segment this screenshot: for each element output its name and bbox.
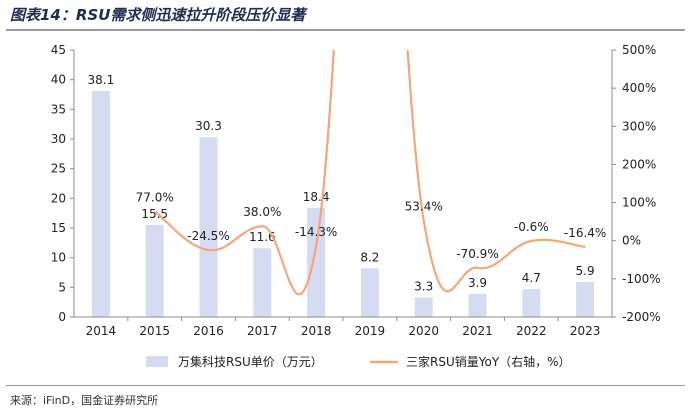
bar-2018 [307, 207, 326, 317]
bars-layer [91, 90, 595, 317]
yoy-line [154, 50, 586, 296]
y-left-tick-label-35: 35 [51, 102, 66, 116]
source-note: 来源：iFinD，国金证券研究所 [10, 394, 159, 407]
x-tick-label-2019: 2019 [355, 324, 386, 338]
y-right-tick-label-100%: 100% [622, 196, 656, 210]
x-tick-label-2020: 2020 [408, 324, 439, 338]
y-right-tick-label-500%: 500% [622, 43, 656, 57]
line-labels-layer: 77.0% -24.5% 38.0% -14.3% 53.4% -70.9% -0.6% -1… [136, 190, 607, 260]
y-left-tick-label-15: 15 [51, 221, 66, 235]
bar-2016 [199, 137, 218, 317]
y-right-tick-label-400%: 400% [622, 81, 656, 95]
line-label-2021: -70.9% [456, 247, 498, 261]
line-layer [154, 50, 586, 296]
y-left-tick-label-40: 40 [51, 73, 66, 87]
y-right-tick-label--100%: -100% [622, 272, 661, 286]
y-left-tick-label-20: 20 [51, 191, 66, 205]
bar-2017 [253, 248, 272, 317]
legend-swatch-bar [146, 356, 168, 367]
line-label-2016: -24.5% [187, 229, 229, 243]
legend: 万集科技RSU单价（万元） 三家RSU销量YoY（右轴，%） [146, 354, 571, 369]
x-tick-label-2018: 2018 [301, 324, 332, 338]
x-tick-label-2022: 2022 [516, 324, 547, 338]
bar-2019 [360, 268, 379, 317]
chart-title: 图表14：RSU需求侧迅速拉升阶段压价显著 [10, 6, 306, 24]
bar-label-2017: 11.6 [249, 230, 276, 244]
x-tick-label-2014: 2014 [86, 324, 117, 338]
bar-2014 [91, 90, 110, 317]
bar-2022 [522, 289, 541, 317]
y-right-tick-label--200%: -200% [622, 310, 661, 324]
y-right-tick-label-200%: 200% [622, 157, 656, 171]
y-left-tick-label-25: 25 [51, 162, 66, 176]
bar-label-2020: 3.3 [414, 279, 433, 293]
y-right-tick-label-0%: 0% [622, 234, 641, 248]
y-left-tick-label-10: 10 [51, 251, 66, 265]
bar-2020 [414, 297, 433, 317]
bar-label-2014: 38.1 [88, 73, 115, 87]
bar-label-2019: 8.2 [360, 250, 379, 264]
bar-2023 [576, 281, 595, 317]
bar-label-2018: 18.4 [303, 190, 330, 204]
x-tick-label-2023: 2023 [570, 324, 601, 338]
bar-2015 [145, 225, 164, 317]
line-label-2015: 77.0% [136, 190, 174, 204]
bar-label-2022: 4.7 [522, 271, 541, 285]
x-tick-label-2021: 2021 [462, 324, 493, 338]
bar-label-2016: 30.3 [195, 119, 222, 133]
legend-label-bar: 万集科技RSU单价（万元） [178, 354, 323, 369]
x-tick-label-2017: 2017 [247, 324, 278, 338]
y-left-tick-label-5: 5 [58, 280, 66, 294]
source-divider [6, 385, 685, 386]
line-label-2023: -16.4% [564, 226, 606, 240]
line-label-2020: 53.4% [405, 199, 443, 213]
y-left-tick-label-45: 45 [51, 43, 66, 57]
y-left-tick-label-30: 30 [51, 132, 66, 146]
line-label-2017: 38.0% [243, 205, 281, 219]
line-label-2022: -0.6% [514, 220, 549, 234]
y-right-tick-label-300%: 300% [622, 119, 656, 133]
bar-label-2023: 5.9 [576, 264, 595, 278]
bar-2021 [468, 293, 487, 317]
x-tick-label-2016: 2016 [193, 324, 224, 338]
title-divider [6, 29, 685, 31]
y-left-tick-label-0: 0 [58, 310, 66, 324]
line-label-2018: -14.3% [295, 225, 337, 239]
axes-layer: 2014 2015 2016 2017 2018 2019 2020 2021 2022 2023… [51, 43, 661, 338]
x-tick-label-2015: 2015 [139, 324, 170, 338]
bar-label-2021: 3.9 [468, 276, 487, 290]
legend-label-line: 三家RSU销量YoY（右轴，%） [406, 354, 571, 369]
